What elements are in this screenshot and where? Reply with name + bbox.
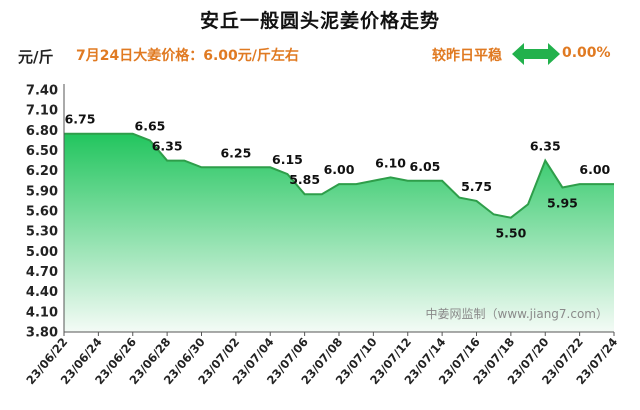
watermark: 中姜网监制（www.jiang7.com）: [426, 306, 608, 321]
series-area: [64, 133, 614, 332]
y-tick-label: 7.40: [26, 84, 58, 99]
data-label: 6.35: [530, 139, 561, 154]
y-tick-label: 5.60: [26, 205, 58, 220]
y-tick-label: 6.50: [26, 144, 58, 159]
y-tick-label: 6.20: [26, 164, 58, 179]
data-label: 6.00: [579, 162, 610, 177]
y-tick-label: 7.10: [26, 104, 58, 119]
y-tick-label: 5.00: [26, 245, 58, 260]
data-label: 6.15: [272, 152, 303, 167]
compare-label: 较昨日平稳: [432, 48, 502, 64]
data-label: 5.95: [547, 195, 578, 210]
y-tick-label: 4.40: [26, 285, 58, 300]
y-tick-label: 4.10: [26, 305, 58, 320]
data-label: 5.50: [495, 226, 526, 241]
y-tick-label: 5.90: [26, 184, 58, 199]
data-label: 5.75: [461, 179, 492, 194]
double-arrow-icon: [512, 43, 560, 65]
data-label: 6.65: [135, 118, 166, 133]
data-label: 6.05: [410, 159, 441, 174]
data-label: 6.75: [65, 112, 96, 127]
y-tick-label: 4.70: [26, 265, 58, 280]
series-line: [64, 132, 614, 219]
y-tick-label: 5.30: [26, 225, 58, 240]
compare-percent: 0.00%: [562, 45, 611, 61]
chart-title: 安丘一般圆头泥姜价格走势: [199, 10, 440, 32]
data-label: 6.00: [324, 162, 355, 177]
y-tick-label: 6.80: [26, 124, 58, 139]
y-tick-label: 3.80: [26, 326, 58, 341]
price-note: 7月24日大姜价格：6.00元/斤左右: [76, 48, 299, 64]
data-label: 6.10: [375, 155, 406, 170]
data-label: 6.35: [152, 139, 183, 154]
y-unit-label: 元/斤: [18, 48, 54, 66]
data-label: 5.85: [289, 172, 320, 187]
data-label: 6.25: [220, 145, 251, 160]
